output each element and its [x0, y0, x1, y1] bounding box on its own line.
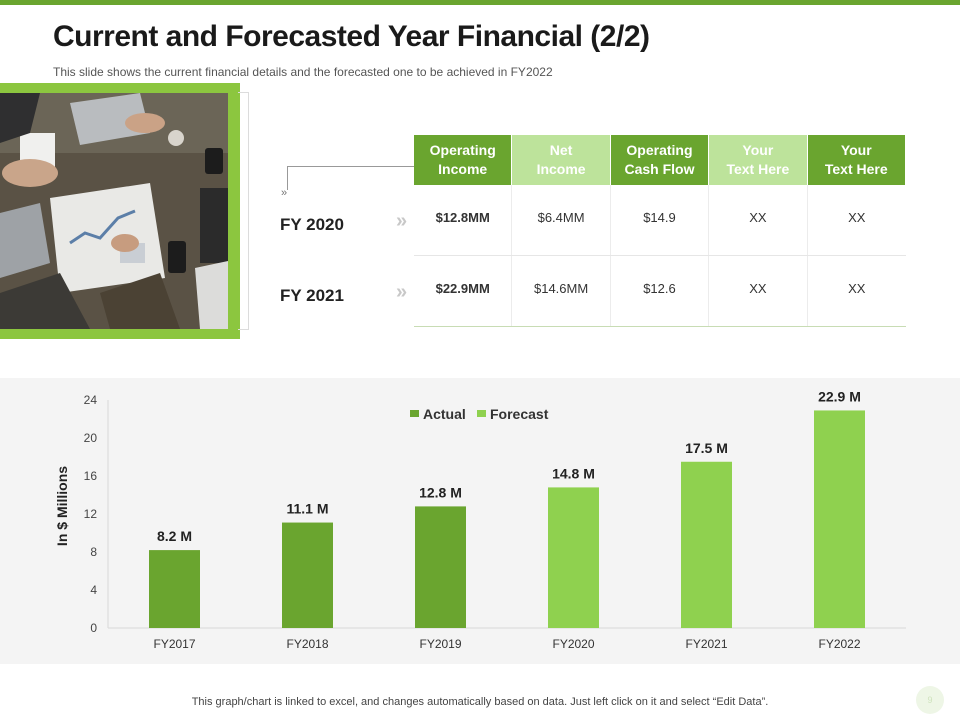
page-subtitle: This slide shows the current financial d…: [53, 65, 553, 79]
y-tick-label: 24: [84, 393, 98, 407]
table-cell: $14.9: [611, 185, 710, 255]
bar: [814, 410, 865, 628]
x-tick-label: FY2019: [419, 637, 461, 651]
legend-label: Actual: [423, 406, 466, 422]
table-cell: $6.4MM: [512, 185, 611, 255]
table-header-cell: Operating Income: [414, 135, 513, 185]
data-label: 11.1 M: [286, 501, 328, 517]
bar: [548, 487, 599, 628]
table-header-cell: Your Text Here: [807, 135, 906, 185]
table-cell: XX: [709, 185, 808, 255]
x-tick-label: FY2020: [552, 637, 594, 651]
financial-table: Operating Income Net Income Operating Ca…: [414, 135, 906, 327]
table-cell: XX: [848, 280, 866, 296]
x-tick-label: FY2017: [153, 637, 195, 651]
table-header-row: Operating Income Net Income Operating Ca…: [414, 135, 906, 185]
bar: [149, 550, 200, 628]
table-header-cell: Net Income: [512, 135, 611, 185]
row-label-fy2020: FY 2020: [280, 215, 344, 234]
data-label: 12.8 M: [419, 484, 462, 500]
y-tick-label: 12: [84, 507, 98, 521]
row-label-fy2021: FY 2021: [280, 286, 344, 305]
photo-outline: [238, 92, 249, 330]
data-label: 17.5 M: [685, 440, 728, 456]
table-cell: $14.6MM: [512, 256, 611, 326]
bar: [415, 506, 466, 628]
data-label: 14.8 M: [552, 465, 595, 481]
table-cell: $22.9MM: [414, 256, 513, 326]
double-chevron-down-icon: »: [281, 187, 288, 199]
table-cell: XX: [848, 209, 866, 225]
legend-label: Forecast: [490, 406, 549, 422]
chevron-right-icon: »: [396, 210, 408, 232]
table-connector-line: [287, 166, 415, 190]
top-accent-bar: [0, 0, 960, 5]
page-title: Current and Forecasted Year Financial (2…: [53, 20, 650, 53]
bar-chart[interactable]: 0 4 8 12 16 20 24 In $ Millions 8.2 M FY2017 11.1 …: [0, 378, 960, 664]
table-cell: $12.6: [611, 256, 710, 326]
x-tick-label: FY2018: [286, 637, 328, 651]
table-row: $12.8MM $6.4MM $14.9 XX XX: [414, 185, 906, 256]
bar: [681, 461, 732, 628]
table-header-cell: Your Text Here: [709, 135, 808, 185]
x-tick-label: FY2021: [685, 637, 727, 651]
y-tick-label: 8: [90, 545, 97, 559]
y-tick-label: 0: [90, 621, 97, 635]
chevron-right-icon: »: [396, 281, 408, 303]
table-cell: $12.8MM: [414, 185, 513, 255]
y-tick-label: 16: [84, 469, 98, 483]
data-label: 22.9 M: [818, 388, 861, 404]
page-number: 9: [916, 686, 944, 714]
bar: [282, 522, 333, 628]
table-header-cell: Operating Cash Flow: [610, 135, 710, 185]
y-axis-label: In $ Millions: [54, 466, 70, 546]
footnote: This graph/chart is linked to excel, and…: [191, 696, 769, 708]
y-tick-label: 4: [90, 583, 97, 597]
meeting-photo: [0, 93, 228, 329]
table-row: $22.9MM $14.6MM $12.6 XX XX: [414, 256, 906, 327]
table-cell: XX: [709, 256, 808, 326]
y-tick-label: 20: [84, 431, 98, 445]
data-label: 8.2 M: [157, 528, 192, 544]
legend-swatch: [477, 410, 486, 417]
x-tick-label: FY2022: [818, 637, 860, 651]
legend-swatch: [410, 410, 419, 417]
